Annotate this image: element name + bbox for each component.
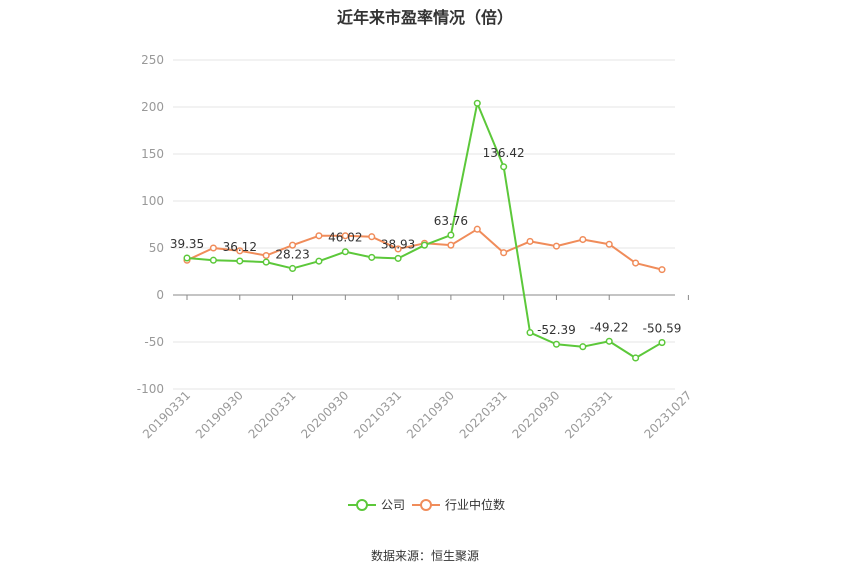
x-tick-label: 20190331	[140, 388, 193, 441]
data-label: 28.23	[275, 247, 309, 261]
data-label: 46.02	[328, 231, 362, 245]
data-point	[632, 259, 640, 267]
x-tick-label: 20200331	[246, 388, 299, 441]
y-tick-label: -50	[144, 335, 164, 349]
data-point	[552, 340, 560, 348]
series-line-1	[186, 228, 663, 271]
data-label: 136.42	[483, 146, 525, 160]
data-point	[605, 240, 613, 248]
data-point	[447, 241, 455, 249]
legend-label: 公司	[381, 498, 405, 512]
data-point	[447, 231, 455, 239]
data-point	[183, 254, 191, 262]
data-label: -49.22	[590, 320, 629, 334]
data-point	[368, 233, 376, 241]
data-point	[526, 329, 534, 337]
x-tick-label: 20210930	[404, 388, 457, 441]
data-label: 63.76	[434, 214, 468, 228]
chart-title: 近年来市盈率情况（倍）	[336, 8, 513, 27]
data-point	[209, 256, 217, 264]
data-point	[315, 257, 323, 265]
data-point	[579, 235, 587, 244]
y-tick-label: 200	[141, 100, 164, 114]
data-point	[209, 244, 217, 252]
legend-item-0: 公司	[348, 498, 405, 512]
x-tick-label: 20220930	[509, 388, 562, 441]
data-labels: 39.35 36.12 28.23 46.02 38.93 63.76 136.42 -52.…	[170, 146, 682, 337]
data-point	[420, 241, 429, 249]
data-point	[632, 354, 640, 362]
data-point	[658, 339, 666, 347]
data-point	[289, 264, 297, 273]
y-tick-label: 250	[141, 53, 164, 67]
y-tick-label: 100	[141, 194, 164, 208]
data-label: 36.12	[223, 240, 257, 254]
data-point	[236, 257, 244, 265]
legend-marker	[420, 499, 432, 511]
source-note: 数据来源：恒生聚源	[370, 549, 479, 563]
legend-label: 行业中位数	[445, 497, 505, 512]
data-point	[368, 253, 376, 261]
y-tick-label: 0	[156, 288, 164, 302]
x-tick-label: 20190930	[193, 388, 246, 441]
data-point	[289, 241, 297, 249]
data-point	[500, 249, 508, 257]
grid-lines	[173, 59, 675, 390]
data-point	[394, 254, 402, 262]
data-point	[552, 242, 560, 250]
data-point	[394, 245, 402, 253]
data-point	[341, 232, 349, 240]
legend-item-1: 行业中位数	[412, 497, 505, 512]
legend: 公司 行业中位数	[348, 497, 505, 512]
data-label: -50.59	[643, 322, 682, 336]
data-label: 38.93	[381, 237, 415, 251]
legend-marker	[356, 499, 368, 511]
data-point	[658, 266, 666, 274]
data-point	[341, 248, 349, 256]
data-point	[262, 251, 270, 260]
x-tick-label: 20200930	[298, 388, 351, 441]
data-point	[315, 232, 323, 240]
y-tick-label: 150	[141, 147, 164, 161]
x-tick-label: 20231027	[641, 388, 694, 441]
data-point	[262, 258, 270, 266]
data-point	[579, 343, 587, 351]
data-point	[605, 337, 613, 345]
data-label: 39.35	[170, 237, 204, 251]
x-tick-label: 20220331	[457, 388, 510, 441]
data-point	[473, 225, 481, 233]
x-tick-label: 20230331	[562, 388, 615, 441]
data-point	[236, 247, 244, 255]
data-point	[526, 237, 534, 245]
y-tick-label: 50	[149, 241, 164, 255]
series-lines	[183, 99, 666, 362]
x-tick-label: 20210331	[351, 388, 404, 441]
data-point	[500, 163, 508, 171]
data-point	[473, 99, 481, 107]
data-label: -52.39	[537, 323, 576, 337]
y-tick-label: -100	[137, 382, 164, 396]
